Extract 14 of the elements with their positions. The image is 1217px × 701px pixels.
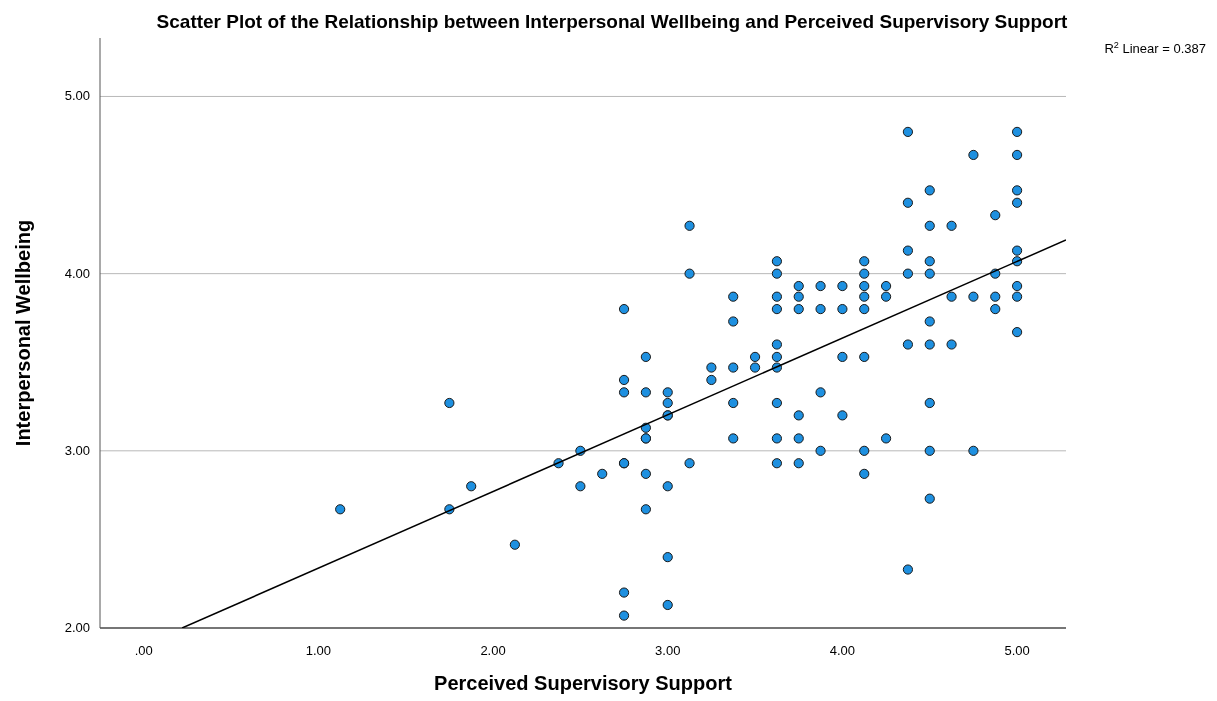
chart-title: Scatter Plot of the Relationship between Interpersonal Wellbeing and Perceived Supervisory Support (156, 11, 1069, 32)
x-tick-label: 5.00 (1004, 643, 1030, 658)
x-tick-label: 4.00 (829, 643, 856, 658)
y-axis-title: Interpersonal Wellbeing (12, 219, 34, 447)
x-tick-label: 3.00 (655, 643, 681, 658)
x-axis-title: Perceived Supervisory Support (434, 672, 733, 694)
x-tick-label: 2.00 (480, 643, 506, 658)
text: R$^{2}$ Linear = 0.387 (1104, 40, 1206, 56)
x-tick-label: .00 (134, 643, 153, 658)
y-tick-label: 2.00 (64, 620, 90, 635)
y-tick-label: 5.00 (64, 88, 90, 104)
y-tick-label: 3.00 (64, 442, 90, 458)
y-tick-label: 4.00 (64, 265, 90, 281)
x-tick-label: 1.00 (305, 643, 332, 658)
